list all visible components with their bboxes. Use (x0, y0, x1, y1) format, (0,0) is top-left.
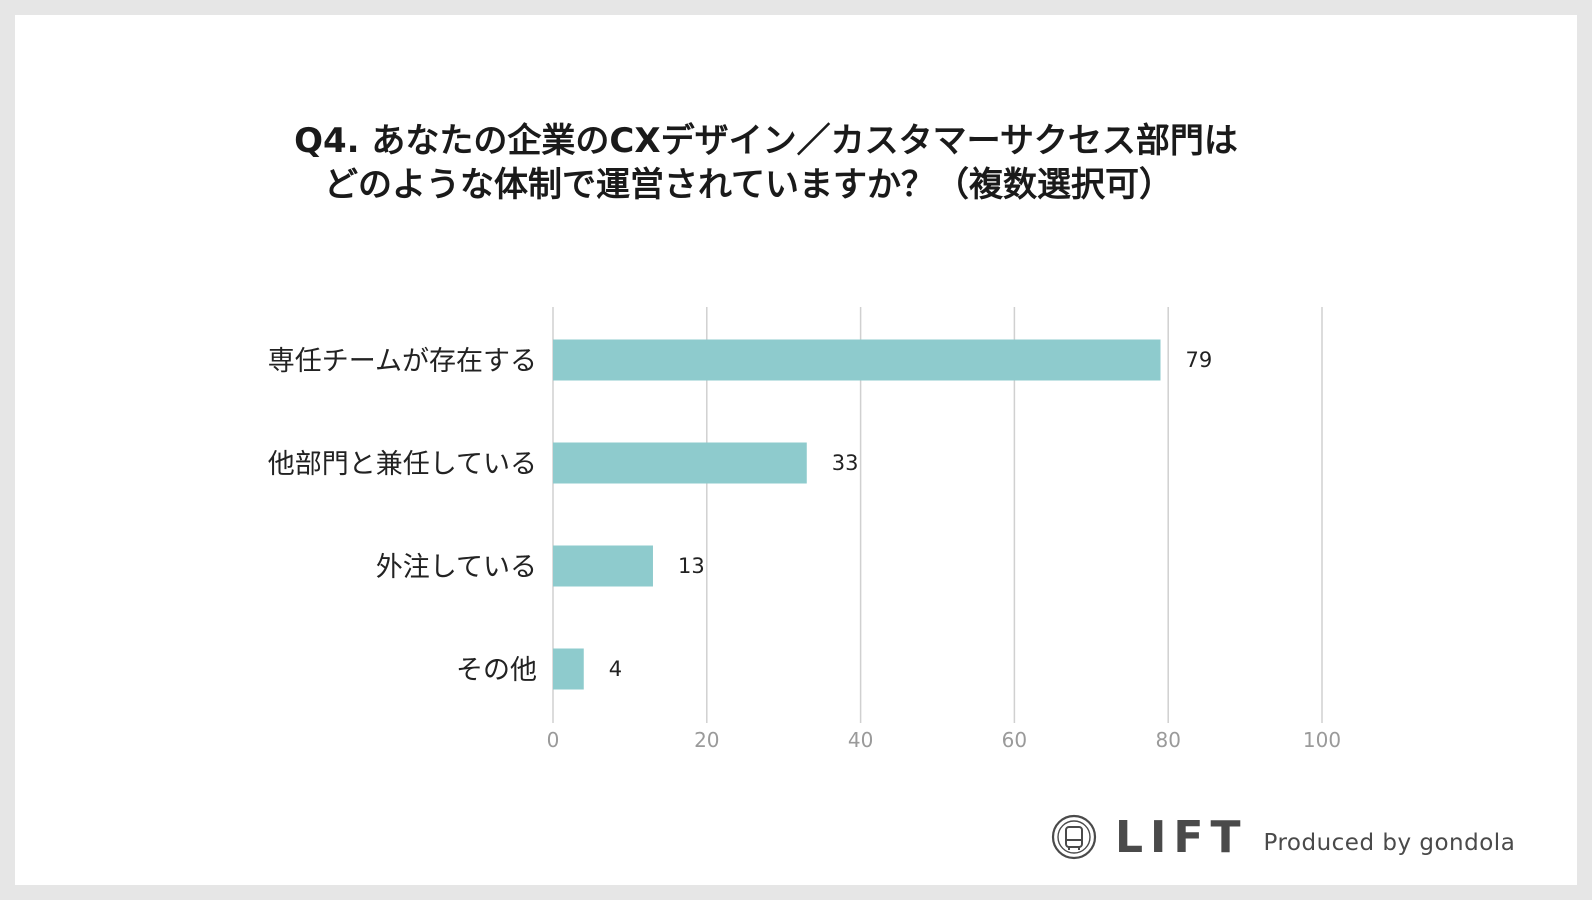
chart-title: Q4. あなたの企業のCXデザイン／カスタマーサクセス部門は どのような体制で運… (15, 119, 1577, 207)
x-tick-label-40: 40 (848, 728, 873, 752)
value-label-4: 4 (609, 657, 622, 681)
brand-logo: LIFT Produced by gondola (1051, 805, 1515, 869)
logo-wordmark: LIFT (1115, 811, 1248, 863)
category-label-2: 他部門と兼任している (268, 449, 537, 480)
x-tick-label-100: 100 (1303, 728, 1341, 752)
category-label-4: その他 (456, 655, 537, 686)
x-tick-label-20: 20 (694, 728, 719, 752)
category-label-1: 専任チームが存在する (268, 346, 537, 377)
bar-3 (553, 545, 653, 587)
x-tick-label-80: 80 (1155, 728, 1180, 752)
x-tick-label-60: 60 (1002, 728, 1027, 752)
bar-4 (553, 648, 584, 690)
bar-2 (553, 442, 807, 484)
chart-card: Q4. あなたの企業のCXデザイン／カスタマーサクセス部門は どのような体制で運… (15, 15, 1577, 885)
bar-1 (553, 339, 1161, 381)
x-tick-label-0: 0 (547, 728, 560, 752)
produced-by-label: Produced by gondola (1263, 830, 1516, 856)
title-line-1: Q4. あなたの企業のCXデザイン／カスタマーサクセス部門は (294, 121, 1238, 161)
value-label-2: 33 (832, 451, 859, 475)
category-label-3: 外注している (376, 552, 537, 583)
lift-logo-icon (1051, 814, 1097, 860)
value-label-3: 13 (678, 554, 705, 578)
title-line-2: どのような体制で運営されていますか？（複数選択可） (324, 165, 1173, 205)
bar-chart: 0 20 40 60 80 100 専任チームが存在する 79 他部門と兼任している 33 外注して… (268, 307, 1341, 752)
value-label-1: 79 (1186, 348, 1213, 372)
